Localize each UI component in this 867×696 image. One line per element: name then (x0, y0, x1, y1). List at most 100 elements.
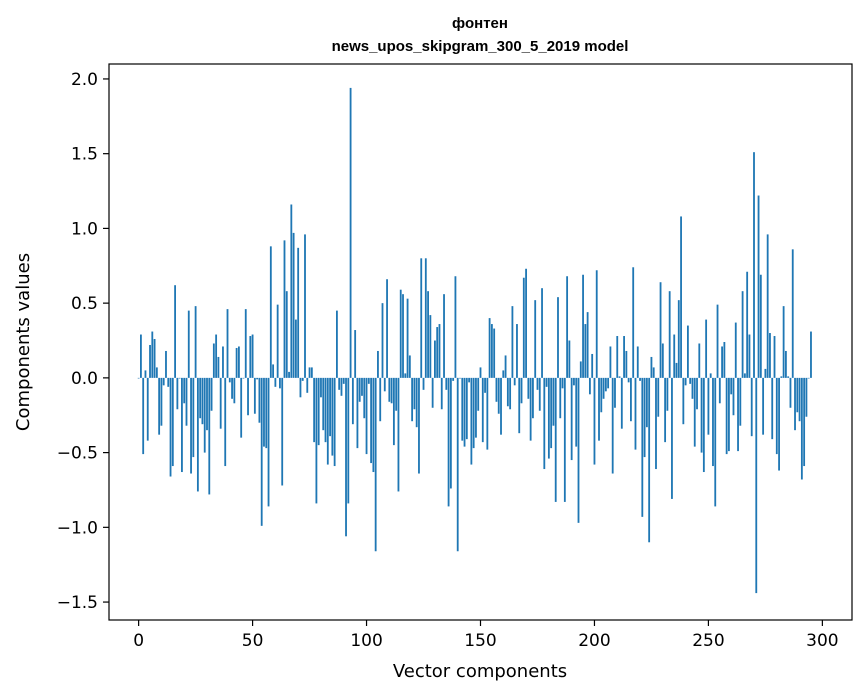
bar (718, 377, 721, 404)
bar (741, 291, 744, 378)
bar (618, 376, 621, 378)
bar (486, 377, 489, 450)
bar (422, 377, 425, 390)
bar (664, 377, 667, 443)
bar (461, 377, 464, 441)
bar (187, 310, 190, 378)
bar (634, 377, 637, 450)
bar (468, 377, 471, 383)
bar (509, 377, 512, 410)
bar (224, 377, 227, 467)
bar (267, 377, 270, 507)
bar (365, 377, 368, 455)
bar (372, 377, 375, 473)
bar (146, 377, 149, 441)
bar (773, 336, 776, 378)
bar (746, 271, 749, 378)
bar (386, 279, 388, 378)
bar (263, 377, 265, 447)
y-tick-label: −1.0 (57, 518, 98, 538)
bar (379, 377, 382, 422)
bar (490, 324, 493, 378)
bar (671, 377, 673, 499)
bar (495, 377, 498, 402)
bar (244, 309, 247, 378)
bar (800, 377, 803, 480)
bar (329, 377, 331, 437)
bar (650, 356, 653, 378)
bar (249, 336, 252, 378)
bar (162, 377, 165, 386)
bar (294, 319, 297, 378)
bar (210, 377, 213, 411)
bar (269, 246, 272, 378)
bar (395, 377, 398, 411)
bar (415, 377, 418, 428)
bar (641, 377, 644, 517)
bar (440, 377, 443, 410)
bar (208, 377, 211, 495)
bar (652, 367, 655, 378)
bar (429, 315, 432, 378)
bar (242, 377, 245, 379)
bar (374, 377, 377, 552)
bar (600, 377, 603, 413)
bar (190, 377, 192, 474)
bar (424, 258, 427, 378)
bar (481, 377, 484, 443)
bar (240, 377, 243, 438)
bar (538, 377, 541, 411)
y-axis-title: Components values (13, 253, 34, 431)
bar (361, 377, 363, 396)
bar (315, 377, 318, 504)
bar (769, 333, 771, 378)
bar (285, 291, 288, 378)
bar (712, 377, 714, 467)
bar (149, 344, 151, 378)
bar (222, 346, 224, 378)
bar (766, 234, 769, 378)
bar (543, 377, 546, 470)
x-tick-label: 250 (692, 631, 724, 651)
bar (805, 377, 808, 417)
x-tick-label: 50 (242, 631, 264, 651)
bar (636, 346, 639, 378)
bar (488, 318, 491, 378)
bar (734, 322, 737, 378)
bar (381, 303, 384, 378)
bar (810, 331, 812, 378)
bar (541, 288, 543, 378)
bar (484, 377, 486, 393)
bar (568, 340, 571, 378)
bar (338, 377, 341, 390)
bar (183, 377, 186, 404)
bar (725, 377, 728, 455)
bar (529, 377, 532, 441)
bar (436, 327, 439, 378)
bar (253, 377, 256, 414)
bar (561, 377, 564, 389)
bar (411, 377, 414, 422)
bar (570, 377, 573, 461)
y-tick-label: 0.0 (71, 369, 98, 389)
bar (465, 377, 468, 440)
bar (723, 342, 726, 378)
bar (194, 306, 197, 378)
bar (677, 300, 680, 378)
bar (434, 340, 436, 378)
bar (160, 377, 163, 426)
y-tick-label: −0.5 (57, 444, 98, 464)
bar (413, 377, 416, 410)
bar (604, 377, 607, 392)
x-tick-label: 100 (350, 631, 382, 651)
bar (306, 377, 309, 393)
bar (602, 377, 605, 399)
bar (212, 343, 215, 378)
bar (787, 376, 790, 378)
bar (274, 377, 277, 387)
bar (513, 377, 516, 386)
bar (525, 268, 527, 378)
bar (155, 367, 158, 378)
bar (336, 310, 338, 378)
